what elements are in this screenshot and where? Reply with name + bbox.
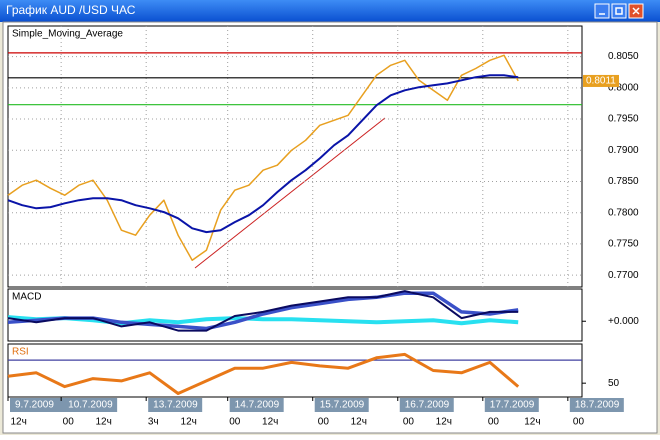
hour-tick-label: 12ч [524, 417, 540, 428]
hour-tick-label: 00 [403, 417, 415, 428]
series-line [7, 54, 519, 261]
y-tick-label: 0.7700 [608, 270, 639, 281]
date-label-box [569, 398, 624, 412]
last-price-box [583, 74, 619, 87]
price-panel [7, 25, 583, 288]
hour-tick-label: 12ч [351, 417, 367, 428]
date-label-box [484, 398, 539, 412]
hour-tick-label: 12ч [262, 417, 278, 428]
y-tick-label: 0.7800 [608, 207, 639, 218]
minimize-button[interactable] [594, 3, 610, 19]
chart-area [2, 21, 658, 434]
series-line [7, 352, 520, 395]
hour-tick-label: 12ч [10, 417, 26, 428]
panel-title: Simple_Moving_Average [12, 29, 123, 40]
hour-tick-label: 12ч [436, 417, 452, 428]
date-label-box [399, 398, 454, 412]
series-line [7, 290, 519, 332]
hour-tick-label: 3ч [148, 417, 159, 428]
date-label-box [148, 398, 203, 412]
panel-title: RSI [12, 347, 29, 358]
window-button-icons [599, 7, 640, 15]
date-label-box [10, 398, 64, 412]
last-price-label: 0.8011 [586, 76, 616, 87]
window-title: График AUD /USD ЧАС [6, 3, 136, 17]
date-tick-label: 15.7.2009 [320, 400, 365, 411]
y-tick-label: 0.8050 [608, 51, 639, 62]
y-tick-label: 50 [608, 378, 620, 389]
date-tick-label: 18.7.2009 [575, 400, 620, 411]
y-tick-label: 0.8000 [608, 82, 639, 93]
hour-tick-label: 12ч [95, 417, 111, 428]
date-tick-label: 16.7.2009 [405, 400, 450, 411]
date-tick-label: 13.7.2009 [153, 400, 198, 411]
hour-tick-label: 12ч [181, 417, 197, 428]
y-tick-label: 0.7900 [608, 145, 639, 156]
y-tick-label: 0.7950 [608, 114, 639, 125]
hour-tick-label: 00 [488, 417, 500, 428]
date-tick-label: 14.7.2009 [235, 400, 280, 411]
date-label-box [314, 398, 369, 412]
trend-line [194, 117, 386, 269]
date-label-box [229, 398, 284, 412]
hour-tick-label: 00 [573, 417, 585, 428]
rsi-panel [7, 343, 583, 398]
y-tick-label: +0.000 [608, 316, 639, 327]
title-bar [0, 0, 660, 22]
hour-tick-label: 00 [318, 417, 330, 428]
panel-title: MACD [12, 292, 41, 303]
series-line [7, 74, 519, 234]
y-tick-label: 0.7850 [608, 176, 639, 187]
y-tick-label: 0.7750 [608, 239, 639, 250]
macd-panel [7, 288, 583, 342]
date-label-box [63, 398, 118, 412]
maximize-button[interactable] [611, 3, 627, 19]
date-tick-label: 10.7.2009 [68, 400, 113, 411]
hour-tick-label: 00 [63, 417, 75, 428]
date-tick-label: 9.7.2009 [15, 400, 54, 411]
hour-tick-label: 00 [229, 417, 241, 428]
date-tick-label: 17.7.2009 [490, 400, 535, 411]
series-line [7, 315, 519, 326]
plot-layer: 0.7700 0.7750 0.7800 0.7850 0.7900 0.7950 0.80… [7, 26, 639, 428]
